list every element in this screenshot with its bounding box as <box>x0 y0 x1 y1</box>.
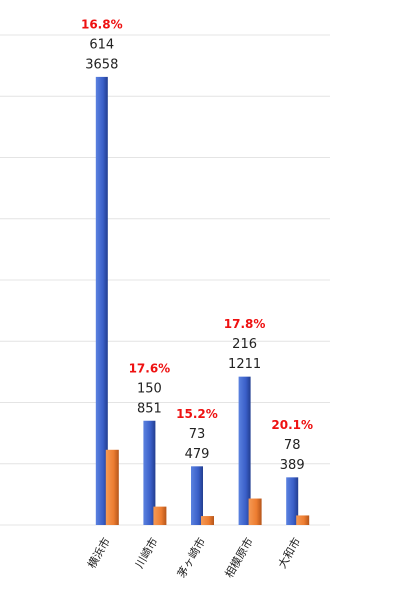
value-label: 614 <box>89 37 114 52</box>
bar <box>296 515 310 525</box>
bar <box>191 466 203 525</box>
bar <box>95 76 108 526</box>
percent-label: 15.2% <box>176 407 218 421</box>
x-tick-label: 大和市 <box>275 535 304 571</box>
bar <box>153 506 167 525</box>
percent-label: 17.6% <box>129 361 171 375</box>
value-label: 216 <box>232 337 257 352</box>
bar <box>248 498 262 525</box>
value-label: 389 <box>280 458 305 473</box>
value-label: 150 <box>137 381 162 396</box>
value-label: 78 <box>284 438 301 453</box>
bar <box>286 477 299 525</box>
bar <box>143 420 156 525</box>
bar <box>238 376 251 525</box>
value-label: 479 <box>185 447 210 462</box>
value-label: 1211 <box>228 357 261 372</box>
percent-label: 20.1% <box>271 418 313 432</box>
x-tick-label: 横浜市 <box>84 535 113 571</box>
value-label: 3658 <box>85 57 118 72</box>
bar <box>201 516 214 525</box>
x-tick-label: 茅ヶ崎市 <box>174 535 208 580</box>
value-label: 73 <box>189 427 206 442</box>
x-tick-label: 相模原市 <box>222 535 256 580</box>
x-tick-label: 川崎市 <box>132 535 161 571</box>
percent-label: 17.8% <box>224 317 266 331</box>
percent-label: 16.8% <box>81 17 123 31</box>
bar <box>105 449 119 525</box>
value-label: 851 <box>137 401 162 416</box>
